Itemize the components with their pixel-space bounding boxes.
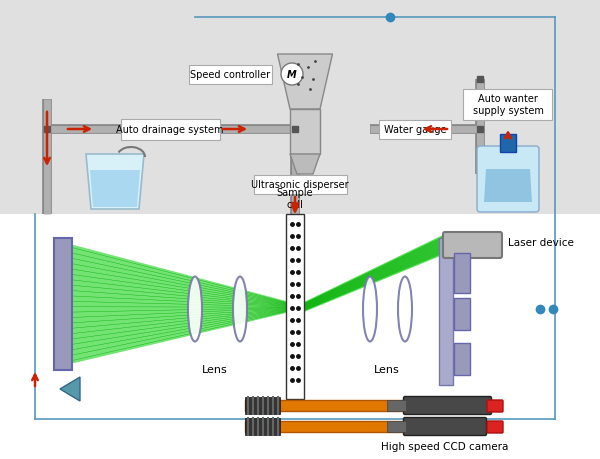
Polygon shape <box>86 155 144 210</box>
FancyBboxPatch shape <box>245 397 280 414</box>
FancyBboxPatch shape <box>454 343 470 375</box>
FancyBboxPatch shape <box>439 239 453 385</box>
FancyBboxPatch shape <box>477 147 539 213</box>
Polygon shape <box>60 377 80 401</box>
Text: Lens: Lens <box>202 364 228 374</box>
Ellipse shape <box>188 277 202 342</box>
FancyBboxPatch shape <box>0 0 600 214</box>
FancyBboxPatch shape <box>500 134 516 153</box>
FancyBboxPatch shape <box>454 298 470 330</box>
Text: Lens: Lens <box>374 364 400 374</box>
Polygon shape <box>304 235 445 312</box>
FancyBboxPatch shape <box>245 400 410 411</box>
FancyBboxPatch shape <box>388 421 407 432</box>
Polygon shape <box>277 55 332 110</box>
Ellipse shape <box>398 277 412 342</box>
FancyBboxPatch shape <box>463 90 553 120</box>
FancyBboxPatch shape <box>54 239 72 370</box>
FancyBboxPatch shape <box>379 120 451 139</box>
Text: Auto wanter
supply system: Auto wanter supply system <box>473 94 544 116</box>
FancyBboxPatch shape <box>443 233 502 258</box>
FancyBboxPatch shape <box>188 65 271 84</box>
FancyBboxPatch shape <box>487 421 503 433</box>
FancyBboxPatch shape <box>286 214 304 399</box>
Polygon shape <box>70 245 286 364</box>
FancyBboxPatch shape <box>404 418 487 436</box>
Text: Laser device: Laser device <box>508 237 574 247</box>
FancyBboxPatch shape <box>245 418 280 435</box>
FancyBboxPatch shape <box>388 401 407 412</box>
Polygon shape <box>484 170 532 202</box>
Polygon shape <box>290 110 320 155</box>
FancyBboxPatch shape <box>454 253 470 293</box>
Text: Ultrasonic disperser: Ultrasonic disperser <box>251 179 349 190</box>
Text: Water gauge: Water gauge <box>384 125 446 134</box>
Text: High speed CCD camera: High speed CCD camera <box>382 441 509 451</box>
Polygon shape <box>90 171 140 207</box>
Text: M: M <box>287 70 297 80</box>
Text: Auto drainage system: Auto drainage system <box>116 125 224 134</box>
Ellipse shape <box>363 277 377 342</box>
FancyBboxPatch shape <box>245 421 410 432</box>
FancyBboxPatch shape <box>254 175 347 194</box>
Text: Speed controller: Speed controller <box>190 70 270 80</box>
Circle shape <box>281 64 303 86</box>
FancyBboxPatch shape <box>487 400 503 412</box>
Text: Sample
cell: Sample cell <box>277 188 313 210</box>
Ellipse shape <box>233 277 247 342</box>
Polygon shape <box>290 155 320 174</box>
FancyBboxPatch shape <box>121 119 220 140</box>
FancyBboxPatch shape <box>404 397 491 414</box>
